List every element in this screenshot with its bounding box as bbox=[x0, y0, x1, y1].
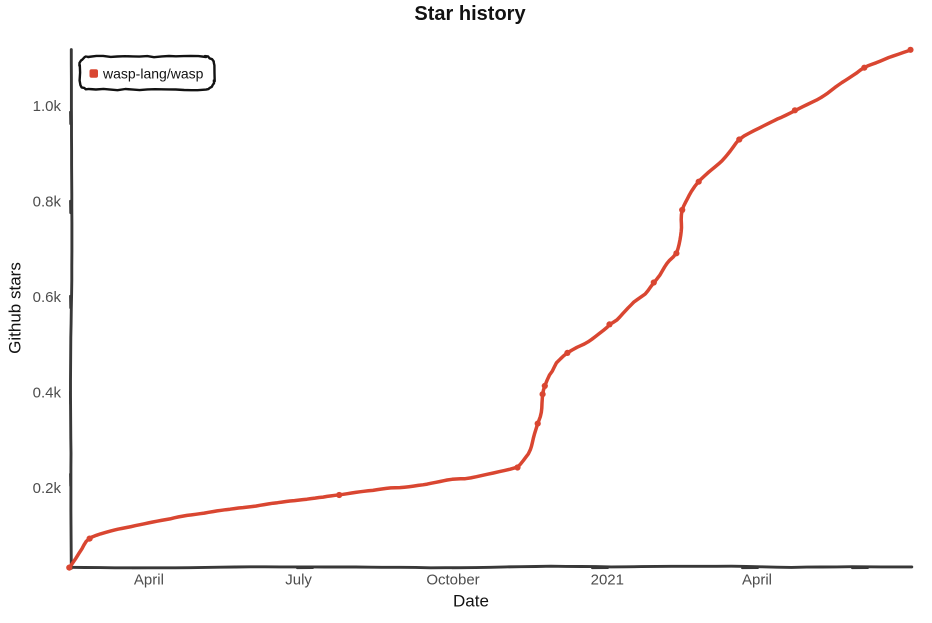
svg-text:Github stars: Github stars bbox=[6, 262, 25, 354]
svg-text:Date: Date bbox=[453, 592, 489, 611]
svg-text:April: April bbox=[742, 572, 772, 589]
svg-text:October: October bbox=[426, 572, 479, 589]
svg-text:July: July bbox=[285, 572, 312, 589]
svg-text:2021: 2021 bbox=[591, 572, 624, 589]
svg-text:April: April bbox=[134, 572, 164, 589]
svg-text:0.8k: 0.8k bbox=[33, 194, 62, 211]
svg-text:0.2k: 0.2k bbox=[33, 480, 62, 497]
svg-text:1.0k: 1.0k bbox=[33, 98, 62, 115]
svg-text:0.4k: 0.4k bbox=[33, 384, 62, 401]
svg-text:Star history: Star history bbox=[414, 3, 526, 25]
svg-text:0.6k: 0.6k bbox=[33, 289, 62, 306]
svg-text:wasp-lang/wasp: wasp-lang/wasp bbox=[102, 66, 204, 82]
